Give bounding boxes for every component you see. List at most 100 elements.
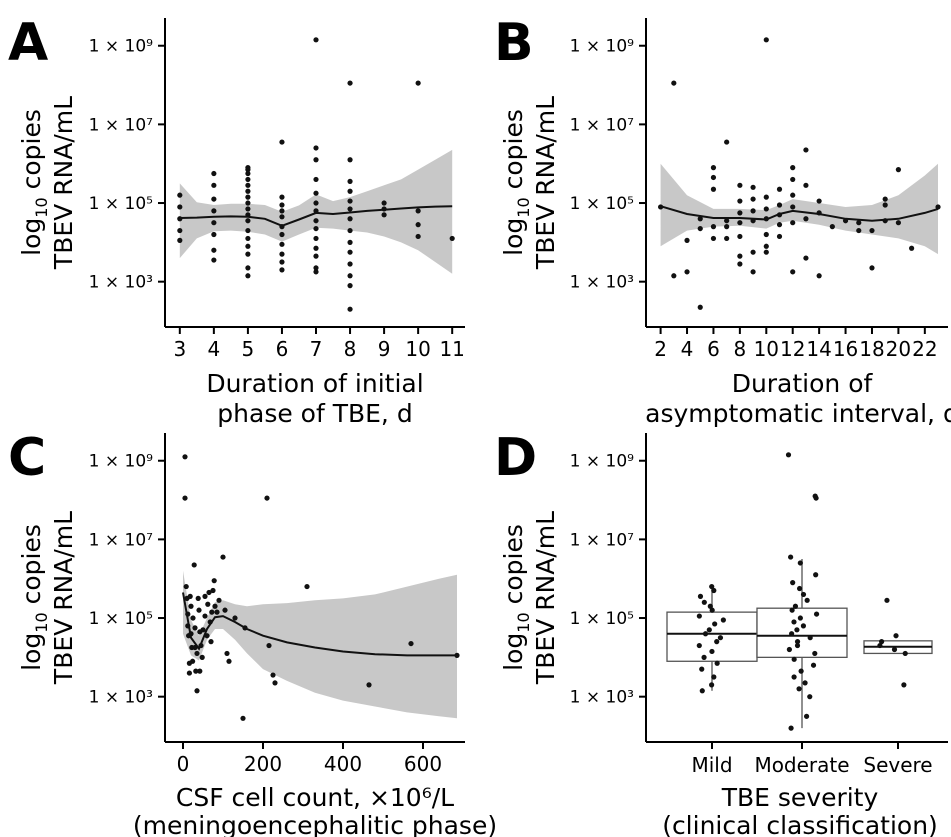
data-point [211,578,217,584]
data-point [313,190,319,196]
data-point [807,635,813,641]
data-point [707,603,713,609]
box-moderate [756,607,848,659]
data-point [803,216,809,222]
data-point [415,222,421,228]
data-point [266,642,272,649]
x-tick-label: Severe [863,753,932,777]
x-tick-label: 5 [242,337,255,361]
data-point [279,241,285,247]
data-point [684,269,690,275]
data-point [313,245,319,251]
data-point [816,198,822,204]
y-axis-title: log10 copies TBEV RNA/mL [17,511,78,685]
data-point [794,639,801,645]
data-point [415,233,421,240]
y-axis-title: log10 copies TBEV RNA/mL [17,96,78,270]
data-point [895,167,902,173]
data-point [347,239,353,245]
data-point [313,157,319,163]
y-tick-label: 1 × 10⁵ [570,609,634,629]
data-point [671,273,677,279]
data-point [776,222,783,228]
data-point [245,200,251,206]
data-point [216,597,222,603]
x-axis-title: (meningoencephalitic phase) [133,811,497,837]
data-point [763,249,769,255]
data-point [737,198,743,204]
data-point [701,654,707,660]
x-tick-label: 18 [859,337,884,361]
x-axis-title: CSF cell count, ×10⁶/L [176,783,454,812]
data-point [449,235,455,242]
data-point [381,200,387,206]
data-point [785,452,792,458]
data-point [209,609,215,615]
data-point [408,640,414,647]
data-point [856,227,862,234]
data-point [712,621,718,627]
data-point [232,615,238,621]
data-point [803,182,809,188]
y-axis-title-line2: TBEV RNA/mL [49,96,78,270]
data-point [737,261,743,267]
x-axis-title: asymptomatic interval, d [645,399,951,428]
data-point [194,688,200,694]
data-point [202,613,208,619]
data-point [245,218,251,224]
x-tick-label: 8 [344,337,357,361]
data-point [192,625,198,631]
data-point [381,212,387,218]
data-point [347,249,353,255]
x-tick-label: 200 [244,752,282,776]
y-tick-label: 1 × 10⁷ [570,115,634,135]
x-tick-label: 11 [439,337,464,361]
data-point [710,224,717,230]
data-point [798,668,804,674]
data-point [856,220,862,226]
data-point [790,176,796,183]
data-point [211,170,217,177]
data-point [763,194,769,200]
data-point [245,265,251,271]
data-point [724,224,730,230]
panel-label: C [8,428,46,488]
data-point [182,454,188,460]
y-axis-title-line2: TBEV RNA/mL [49,511,78,685]
data-point [699,666,705,672]
data-point [788,725,794,731]
data-point [347,227,353,234]
data-point [347,216,353,222]
data-point [788,554,794,560]
data-point [699,688,705,694]
data-point [671,80,677,86]
data-point [347,206,353,212]
data-point [791,619,797,625]
data-point [177,192,183,198]
data-point [763,231,769,238]
data-point [790,204,796,210]
data-point [304,583,310,590]
data-point [709,607,715,613]
data-point [347,188,353,194]
data-point [803,147,809,153]
data-point [697,225,703,232]
data-point [794,627,800,633]
data-point [763,37,769,43]
data-point [211,231,217,238]
x-tick-label: 22 [912,337,937,361]
data-point [313,200,319,206]
y-tick-label: 1 × 10⁵ [89,609,153,629]
data-point [313,225,319,232]
data-point [802,680,808,686]
data-point [347,80,353,86]
data-point [211,247,217,253]
data-point [347,283,353,289]
x-axis-title: Duration of [732,369,874,398]
data-point [347,198,353,204]
y-tick-label: 1 × 10⁵ [570,194,634,214]
data-point [789,631,795,637]
y-axis-title-line2: TBEV RNA/mL [531,96,560,270]
data-point [197,668,203,674]
data-point [763,243,769,249]
